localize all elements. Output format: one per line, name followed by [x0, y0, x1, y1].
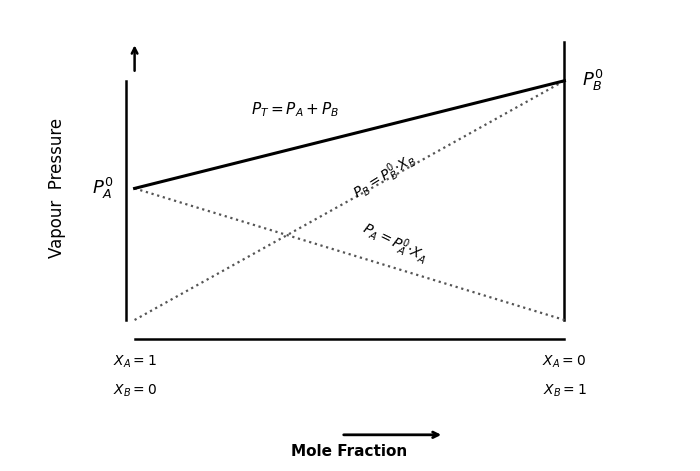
Text: $X_A = 0$: $X_A = 0$ — [542, 353, 587, 370]
Text: $P_T = P_A+P_B$: $P_T = P_A+P_B$ — [251, 100, 339, 119]
Text: $P_A^0$: $P_A^0$ — [92, 176, 113, 201]
Text: $P_A{=}P_A^0{\cdot}X_A$: $P_A{=}P_A^0{\cdot}X_A$ — [358, 218, 431, 269]
Text: $P_B{=}P_B^0{\cdot}X_B$: $P_B{=}P_B^0{\cdot}X_B$ — [349, 148, 421, 205]
Text: Vapour  Pressure: Vapour Pressure — [48, 118, 66, 259]
Text: $X_B = 1$: $X_B = 1$ — [542, 382, 587, 398]
Text: $X_A = 1$: $X_A = 1$ — [113, 353, 157, 370]
Text: Mole Fraction: Mole Fraction — [291, 444, 407, 459]
Text: $P_B^0$: $P_B^0$ — [582, 68, 603, 93]
Text: $X_B = 0$: $X_B = 0$ — [113, 382, 157, 398]
